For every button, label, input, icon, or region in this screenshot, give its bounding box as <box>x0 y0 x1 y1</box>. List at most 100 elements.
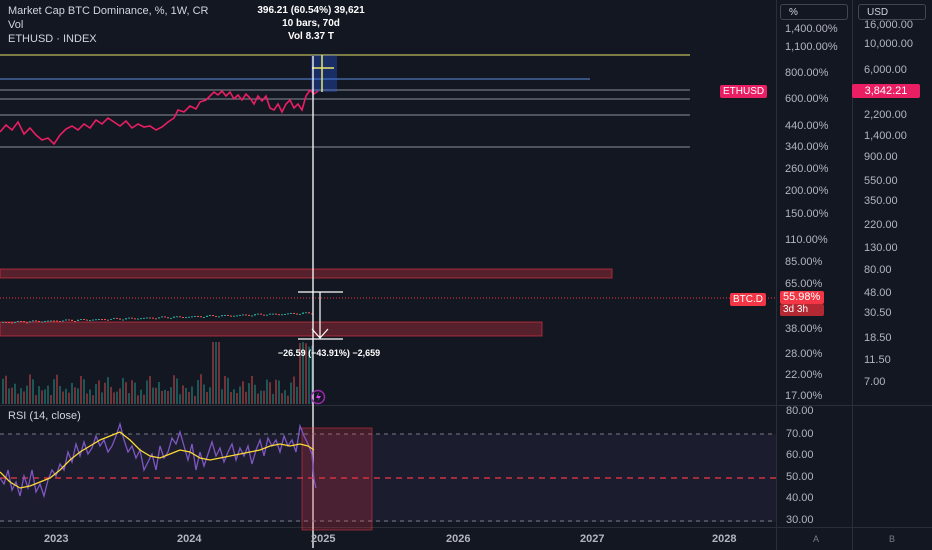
volume-bar <box>266 379 268 404</box>
volume-bar <box>161 390 163 404</box>
compare-symbol-legend[interactable]: ETHUSD · INDEX <box>8 33 97 45</box>
axis-tick: 11.50 <box>864 354 891 366</box>
candle <box>215 315 217 317</box>
candle <box>152 317 154 319</box>
volume-bar <box>23 391 25 404</box>
candle <box>59 321 61 323</box>
volume-bar <box>290 382 292 404</box>
candle <box>140 318 142 320</box>
symbol-title[interactable]: Market Cap BTC Dominance, %, 1W, CR <box>8 5 209 17</box>
volume-legend[interactable]: Vol <box>8 19 24 31</box>
candle <box>50 320 52 322</box>
candle <box>269 313 271 315</box>
candle <box>2 321 4 323</box>
candle <box>287 313 289 315</box>
axis-tick: 50.00 <box>786 471 814 483</box>
candle <box>194 315 196 317</box>
axis-tick: 48.00 <box>864 287 892 299</box>
auto-scale-button[interactable]: A <box>813 534 820 544</box>
volume-bar <box>182 385 184 404</box>
axis-tick: 80.00 <box>786 405 814 417</box>
candle <box>65 319 67 321</box>
rsi-legend[interactable]: RSI (14, close) <box>8 410 81 422</box>
btcd-tag: BTC.D <box>730 293 766 306</box>
candle <box>206 315 208 317</box>
rsi-line[interactable] <box>0 421 317 499</box>
volume-bar <box>167 391 169 404</box>
candle <box>311 313 313 315</box>
candle <box>266 314 268 316</box>
candle <box>293 312 295 314</box>
volume-bar <box>92 395 94 404</box>
volume-bar <box>128 393 130 404</box>
candle <box>125 318 127 320</box>
candle <box>242 314 244 316</box>
axis-tick: 2,200.00 <box>864 109 907 121</box>
currency-button[interactable]: USD <box>858 4 926 20</box>
volume-bar <box>59 385 61 404</box>
volume-bar <box>74 387 76 404</box>
candle <box>149 317 151 319</box>
rsi-highlight-box[interactable] <box>301 427 373 531</box>
btcd-candles[interactable] <box>2 312 313 324</box>
axis-tick: 10,000.00 <box>864 38 913 50</box>
measure-price-change: 396.21 (60.54%) 39,621 <box>257 5 365 16</box>
candle <box>221 315 223 317</box>
candle <box>110 318 112 320</box>
candle <box>254 314 256 316</box>
axis-tick: 22.00% <box>785 369 823 381</box>
candle <box>164 316 166 318</box>
candle <box>80 318 82 320</box>
volume-bar <box>89 389 91 404</box>
candle <box>275 313 277 315</box>
volume-bar <box>197 380 199 404</box>
candle <box>257 313 259 315</box>
volume-bar <box>224 375 226 404</box>
volume-bar <box>95 384 97 404</box>
volume-bar <box>200 374 202 404</box>
candle <box>227 314 229 316</box>
volume-bar <box>263 390 265 404</box>
axis-tick: 30.50 <box>864 307 892 319</box>
volume-bar <box>14 383 16 404</box>
volume-bar <box>101 392 103 404</box>
candle <box>248 314 250 316</box>
measure-volume: Vol 8.37 T <box>288 31 334 42</box>
volume-bar <box>245 391 247 404</box>
candle <box>281 314 283 316</box>
volume-bar <box>302 342 304 404</box>
projection-box[interactable] <box>311 55 337 92</box>
candle <box>38 320 40 322</box>
volume-bar <box>287 395 289 404</box>
candle <box>134 318 136 320</box>
volume-bar <box>86 393 88 404</box>
candle <box>218 316 220 318</box>
candle <box>245 314 247 316</box>
volume-bar <box>68 392 70 404</box>
time-tick: 2023 <box>44 533 69 545</box>
axis-tick: 65.00% <box>785 278 823 290</box>
resistance-zone[interactable] <box>0 268 613 279</box>
volume-bar <box>83 379 85 404</box>
candle <box>197 315 199 317</box>
rsi-ma-line[interactable] <box>0 431 315 489</box>
time-tick: 2026 <box>446 533 471 545</box>
volume-bar <box>284 390 286 404</box>
support-zone[interactable] <box>0 321 543 337</box>
candle <box>128 317 130 319</box>
log-scale-button[interactable]: B <box>889 534 896 544</box>
events-icon[interactable] <box>310 389 326 405</box>
pct-scale-button[interactable]: % <box>780 4 848 20</box>
volume-bar <box>44 389 46 404</box>
volume-bar <box>32 379 34 404</box>
volume-bar <box>98 380 100 404</box>
volume-bar <box>191 386 193 404</box>
axis-tick: 150.00% <box>785 208 829 220</box>
ethusd-line[interactable] <box>0 88 319 146</box>
candle <box>14 322 16 324</box>
volume-bar <box>8 388 10 404</box>
ethusd-tag: ETHUSD <box>720 85 768 98</box>
volume-bar <box>203 384 205 404</box>
volume-bar <box>212 342 214 404</box>
